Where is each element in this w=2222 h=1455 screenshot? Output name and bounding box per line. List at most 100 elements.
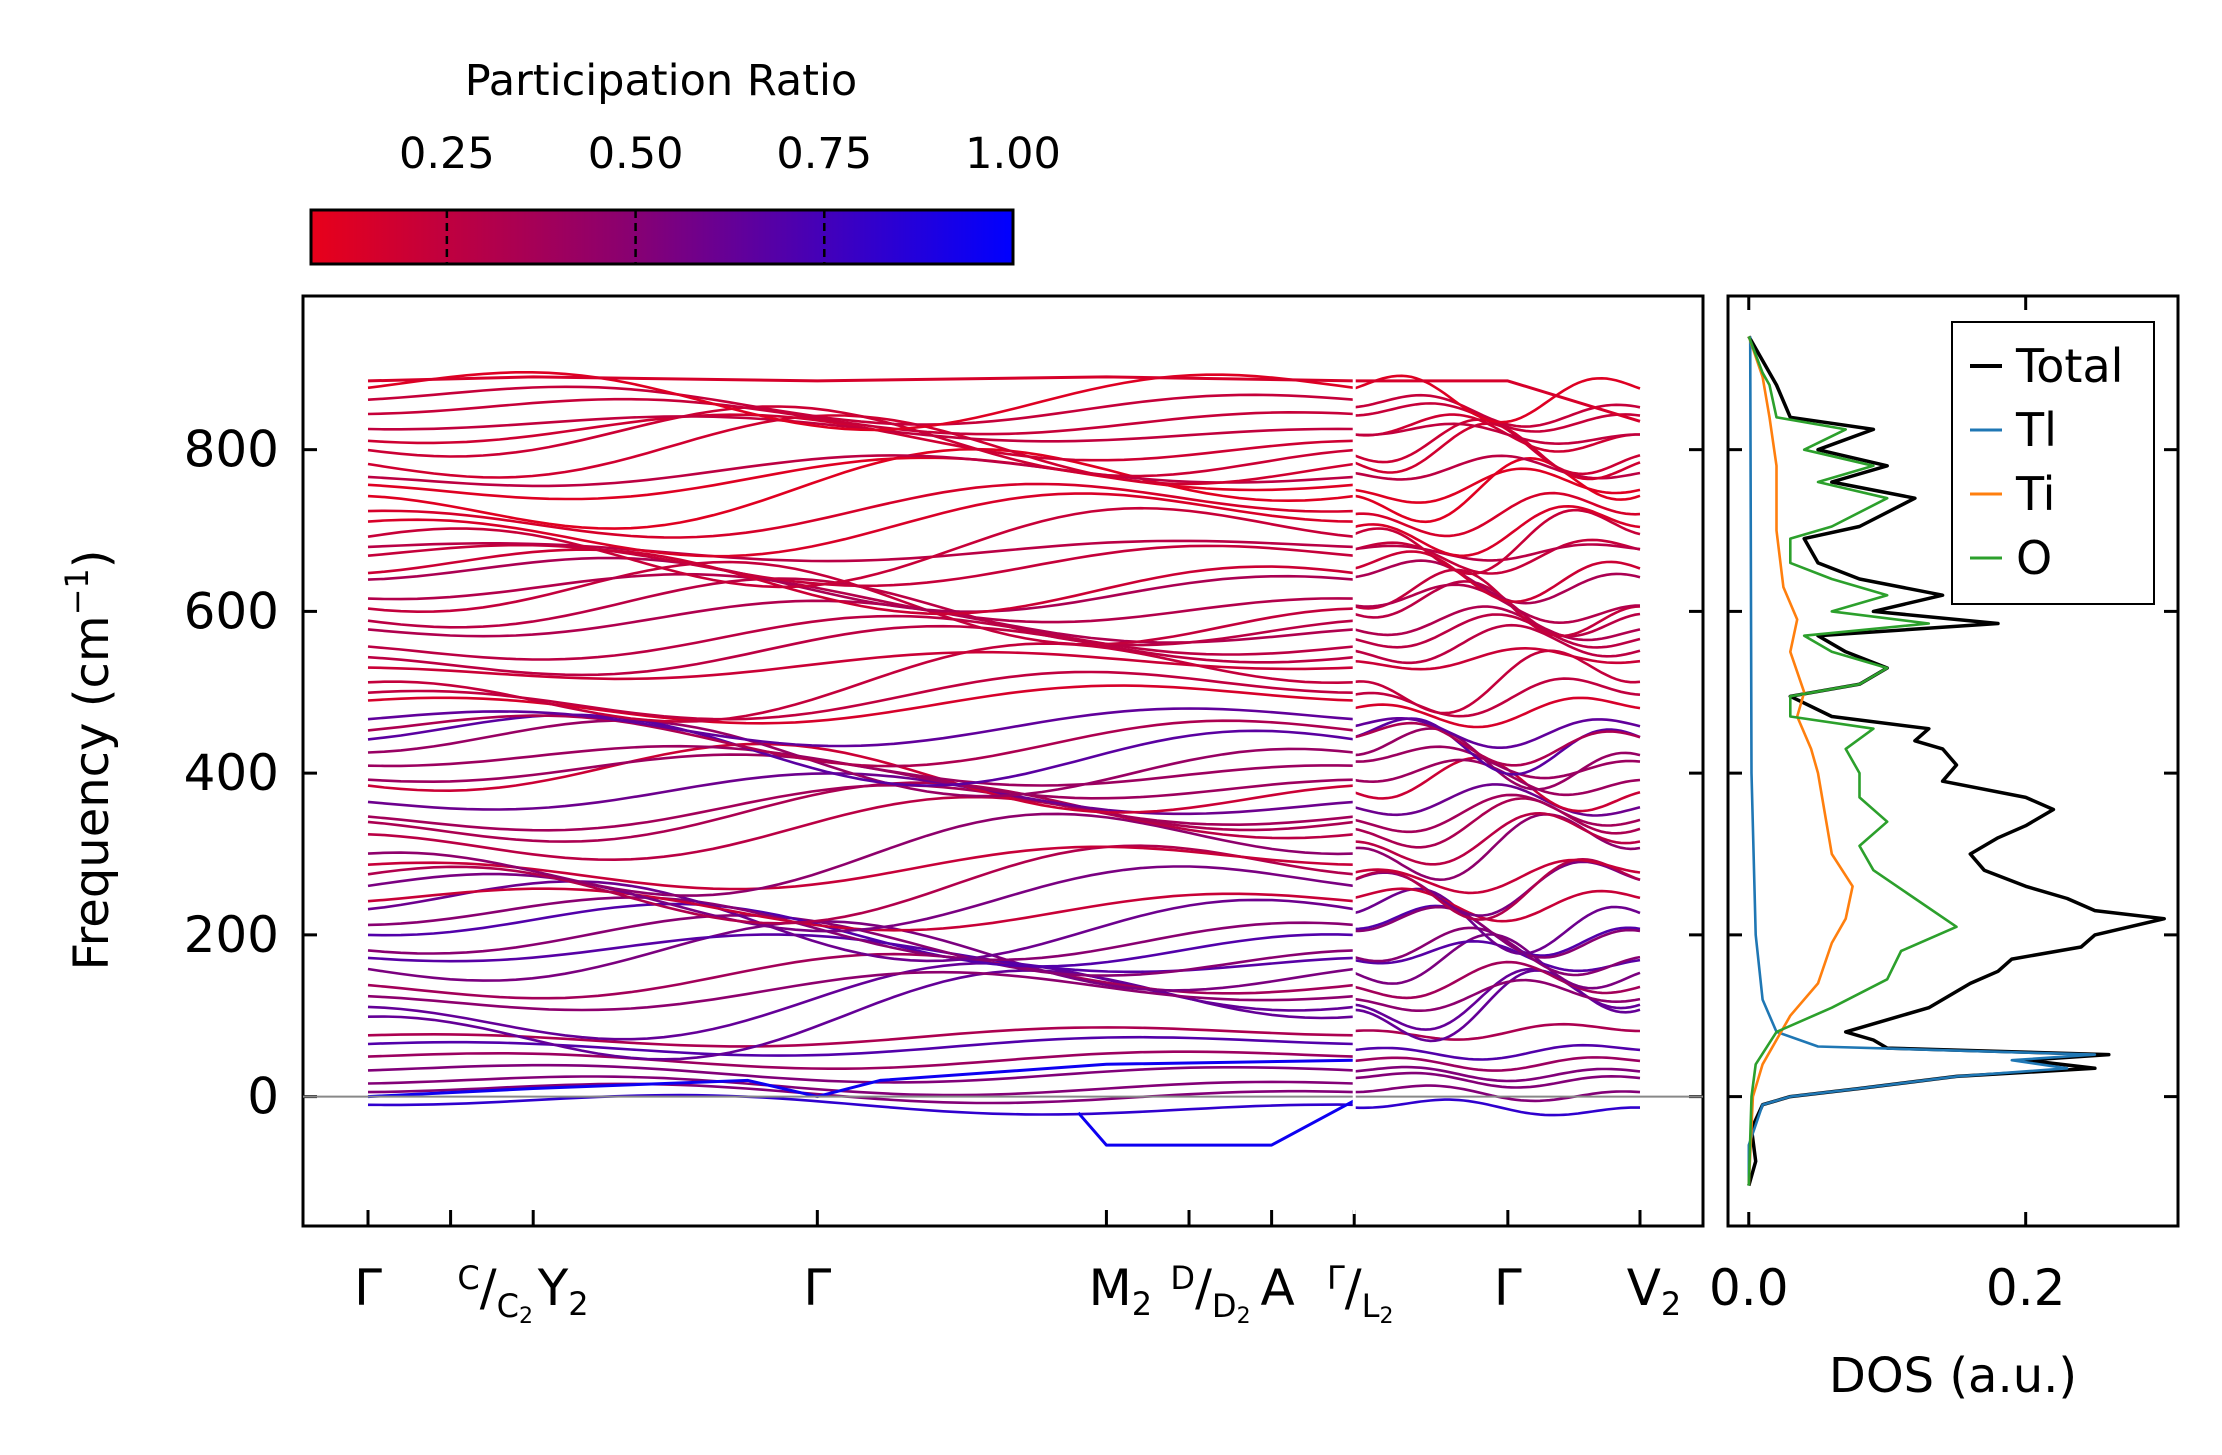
phonon-branch xyxy=(1353,613,1641,649)
phonon-branch xyxy=(1353,887,1641,923)
dos-axes: 0.0 0.2 xyxy=(1709,296,2178,1317)
colorbar: Participation Ratio 0.25 0.50 0.75 1.00 xyxy=(309,56,1061,266)
phonon-branch xyxy=(1354,904,1641,957)
phonon-branch xyxy=(367,812,1355,897)
colorbar-tick-label: 0.75 xyxy=(776,129,872,179)
phonon-branch xyxy=(367,865,1355,933)
phonon-branch xyxy=(1353,857,1641,921)
phonon-branch xyxy=(1354,1071,1641,1089)
phonon-branches xyxy=(367,371,1641,1147)
k-point-label: Y2 xyxy=(537,1259,589,1323)
phonon-branch xyxy=(1353,504,1641,558)
phonon-branch xyxy=(1353,538,1641,575)
y-tick-label: 600 xyxy=(184,582,279,640)
phonon-branch xyxy=(367,371,1355,432)
phonon-branch xyxy=(367,506,1355,589)
phonon-branch xyxy=(367,397,1355,436)
dos-series-ti xyxy=(1747,335,1854,1186)
phonon-branch xyxy=(1354,1022,1641,1041)
k-point-label: Γ xyxy=(803,1259,831,1317)
phonon-branch xyxy=(367,896,1355,962)
phonon-branch-top-optical xyxy=(367,375,1641,423)
phonon-branch xyxy=(367,961,1355,1041)
colorbar-tick-label: 1.00 xyxy=(965,129,1061,179)
phonon-branch xyxy=(1353,887,1641,956)
phonon-branch xyxy=(367,920,1355,992)
phonon-branch xyxy=(1353,858,1641,895)
dos-series-o xyxy=(1747,335,1958,1186)
band-plot-frame xyxy=(301,294,1705,1228)
phonon-branch xyxy=(1353,797,1641,849)
y-tick-label: 800 xyxy=(184,421,279,479)
phonon-branch xyxy=(367,1063,1355,1084)
phonon-branch xyxy=(367,405,1355,478)
phonon-branch xyxy=(367,1035,1355,1057)
phonon-branch xyxy=(1354,422,1640,446)
y-tick-label: 0 xyxy=(247,1068,279,1126)
phonon-branch xyxy=(367,385,1355,426)
phonon-branch xyxy=(1353,677,1641,718)
phonon-branch xyxy=(367,650,1355,681)
phonon-branch xyxy=(367,1050,1355,1070)
colorbar-ticks: 0.25 0.50 0.75 1.00 xyxy=(399,129,1061,264)
phonon-branch xyxy=(1354,745,1641,780)
phonon-branch xyxy=(367,902,1355,968)
phonon-branch xyxy=(1354,1098,1640,1117)
band-x-axis: Γ C/C2 Y2 Γ M2 D/D2 A Γ/L2 Γ V2 xyxy=(354,308,1681,1329)
phonon-branch xyxy=(367,454,1355,488)
phonon-branch xyxy=(1353,605,1641,642)
phonon-branch xyxy=(367,714,1355,768)
dos-x-tick-label: 0.2 xyxy=(1986,1259,2066,1317)
dos-plot-frame xyxy=(1726,294,2180,1228)
k-point-label: Γ xyxy=(1494,1259,1522,1317)
phonon-branch xyxy=(367,880,1355,963)
phonon-branch xyxy=(367,614,1355,661)
y-axis-label: Frequency (cm−1) xyxy=(58,549,120,970)
phonon-branch xyxy=(367,556,1355,614)
phonon-branch xyxy=(367,492,1355,558)
phonon-branch xyxy=(1354,1084,1641,1103)
phonon-branch xyxy=(1354,413,1640,453)
phonon-branch xyxy=(1353,508,1641,576)
phonon-branch xyxy=(1354,543,1641,562)
phonon-branch xyxy=(367,845,1355,891)
phonon-branch xyxy=(1353,793,1641,834)
y-tick-label: 400 xyxy=(184,744,279,802)
k-point-label: C/C2 xyxy=(457,1259,533,1329)
k-point-label: M2 xyxy=(1089,1259,1153,1323)
phonon-branch xyxy=(367,742,1355,814)
phonon-branch xyxy=(1353,960,1641,1000)
phonon-branch xyxy=(367,1075,1355,1097)
phonon-branch xyxy=(1354,969,1641,1043)
phonon-branch xyxy=(367,548,1355,616)
colorbar-tick-label: 0.50 xyxy=(588,129,684,179)
phonon-branch xyxy=(1353,696,1641,729)
phonon-branch xyxy=(367,447,1355,530)
k-point-label: A xyxy=(1261,1259,1295,1317)
legend-label: Total xyxy=(2015,339,2123,393)
phonon-branch xyxy=(1354,1043,1641,1061)
colorbar-gradient xyxy=(309,208,1015,266)
legend-label: Tl xyxy=(2015,403,2057,457)
phonon-branch xyxy=(1354,905,1641,959)
phonon-branch xyxy=(367,719,1355,798)
dos-curves xyxy=(1747,335,2166,1187)
phonon-branch xyxy=(1354,649,1641,715)
phonon-branch xyxy=(367,1093,1355,1116)
phonon-branch xyxy=(367,482,1355,539)
k-point-label: Γ xyxy=(354,1259,382,1317)
phonon-branch xyxy=(1354,811,1641,866)
phonon-branch xyxy=(367,624,1355,677)
legend-label: O xyxy=(2016,531,2052,585)
k-point-label: D/D2 xyxy=(1170,1259,1250,1329)
phonon-branch xyxy=(367,539,1355,563)
phonon-branch xyxy=(1353,559,1641,605)
phonon-branch xyxy=(1353,783,1641,817)
phonon-branch xyxy=(1353,717,1641,749)
k-point-label: V2 xyxy=(1627,1259,1682,1323)
phonon-branch xyxy=(1354,727,1641,791)
phonon-branch xyxy=(367,970,1355,1012)
phonon-branch xyxy=(1353,568,1641,638)
phonon-branch xyxy=(1354,1056,1641,1072)
phonon-branch xyxy=(367,795,1355,862)
